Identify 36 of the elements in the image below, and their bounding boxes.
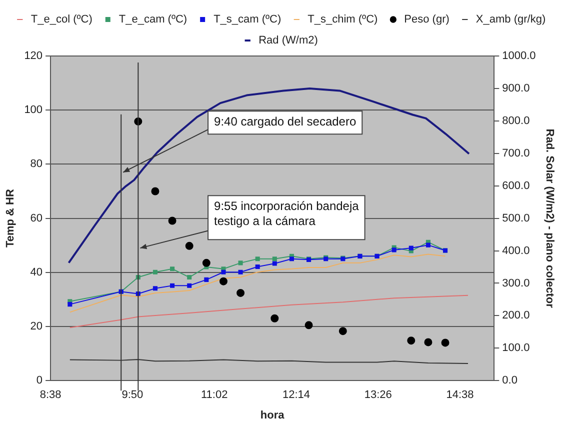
y2-tick-label: 800.0: [502, 114, 530, 127]
y-tick-label: 80: [30, 158, 43, 170]
x-tick-label: 13:26: [364, 389, 392, 402]
legend-label: Peso (gr): [404, 14, 450, 26]
y2-tick-label: 1000.0: [502, 50, 536, 62]
legend-label: T_e_cam (ºC): [118, 14, 188, 26]
y2-tick-label: 300.0: [502, 277, 530, 290]
y2-tick-label: 400.0: [502, 244, 530, 257]
y-tick-label: 60: [30, 212, 43, 224]
legend-label: X_amb (gr/kg): [476, 14, 546, 26]
annotation: 9:55 incorporación bandeja testigo a la cámara: [214, 198, 360, 228]
x-axis-title: hora: [260, 409, 286, 422]
y-tick-label: 0: [36, 374, 43, 387]
y-tick-label: 100: [24, 104, 43, 116]
y2-tick-label: 900.0: [502, 82, 530, 94]
x-tick-label: 8:38: [40, 389, 62, 402]
y2-tick-label: 500.0: [502, 212, 530, 224]
legend-label: T_e_col (ºC): [30, 14, 92, 26]
y-tick-label: 20: [30, 320, 43, 333]
x-tick-label: 9:50: [122, 389, 144, 402]
y-tick-label: 40: [30, 266, 43, 278]
y-axis-title: Temp & HR: [4, 189, 17, 248]
y2-tick-label: 0.0: [502, 374, 518, 387]
legend-label: T_s_cam (ºC): [214, 14, 282, 26]
legend-label: T_s_chim (ºC): [308, 14, 378, 26]
annotation: 9:40 cargado del secadero: [214, 114, 356, 128]
legend-label: Rad (W/m2): [258, 34, 318, 47]
y2-tick-label: 200.0: [502, 310, 530, 322]
y2-tick-label: 100.0: [502, 342, 530, 354]
x-tick-label: 11:02: [200, 389, 228, 402]
y2-tick-label: 700.0: [502, 147, 530, 160]
y2-axis-title: Rad. Solar (W/m2) - plano colector: [543, 128, 556, 309]
x-tick-label: 12:14: [282, 389, 310, 402]
x-tick-label: 14:38: [446, 389, 474, 402]
y-tick-label: 120: [24, 50, 43, 62]
y2-tick-label: 600.0: [502, 180, 530, 192]
